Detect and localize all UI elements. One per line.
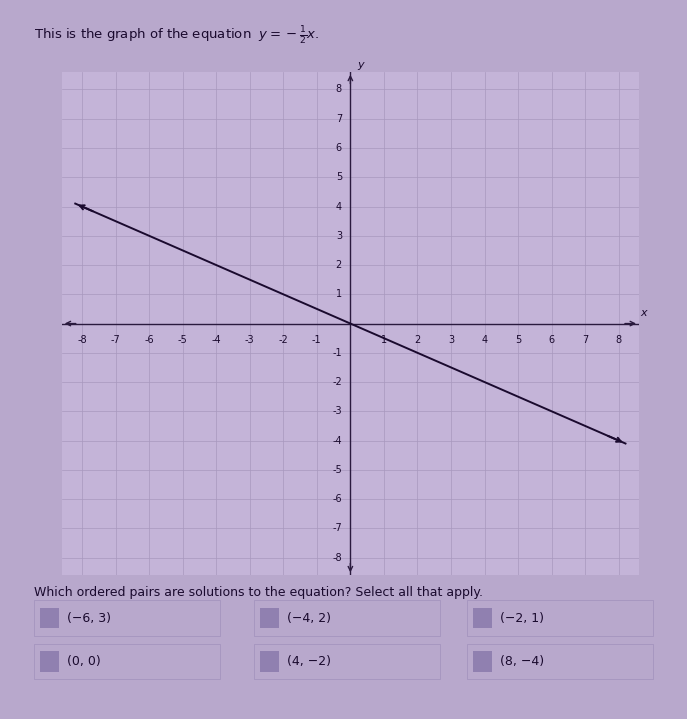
Text: 1: 1	[381, 335, 387, 345]
Text: This is the graph of the equation  $y = -\frac{1}{2}x$.: This is the graph of the equation $y = -…	[34, 25, 319, 47]
Text: y: y	[357, 60, 363, 70]
Text: x: x	[640, 308, 647, 318]
Text: 4: 4	[482, 335, 488, 345]
Text: -1: -1	[333, 348, 342, 358]
Text: -4: -4	[212, 335, 221, 345]
Text: 5: 5	[515, 335, 521, 345]
Text: (4, −2): (4, −2)	[287, 655, 331, 668]
Text: Which ordered pairs are solutions to the equation? Select all that apply.: Which ordered pairs are solutions to the…	[34, 586, 484, 599]
Text: 3: 3	[448, 335, 454, 345]
Text: -2: -2	[278, 335, 288, 345]
Text: 7: 7	[336, 114, 342, 124]
Text: (−6, 3): (−6, 3)	[67, 612, 111, 625]
Text: 1: 1	[336, 289, 342, 299]
Text: 2: 2	[414, 335, 420, 345]
Text: 2: 2	[336, 260, 342, 270]
Text: -5: -5	[178, 335, 188, 345]
Text: -8: -8	[77, 335, 87, 345]
Text: 8: 8	[336, 84, 342, 94]
Text: (8, −4): (8, −4)	[500, 655, 544, 668]
Text: 6: 6	[336, 143, 342, 153]
Text: -1: -1	[312, 335, 322, 345]
Text: -4: -4	[333, 436, 342, 446]
Text: 8: 8	[616, 335, 622, 345]
Text: 4: 4	[336, 201, 342, 211]
Text: 3: 3	[336, 231, 342, 241]
Text: 5: 5	[336, 173, 342, 182]
Text: -2: -2	[333, 377, 342, 387]
Text: -6: -6	[144, 335, 154, 345]
Text: 7: 7	[582, 335, 588, 345]
Text: -7: -7	[111, 335, 120, 345]
Text: -7: -7	[333, 523, 342, 533]
Text: 6: 6	[549, 335, 554, 345]
Text: -3: -3	[245, 335, 254, 345]
Text: (−4, 2): (−4, 2)	[287, 612, 331, 625]
Text: -5: -5	[333, 465, 342, 475]
Text: (0, 0): (0, 0)	[67, 655, 101, 668]
Text: -6: -6	[333, 494, 342, 504]
Text: (−2, 1): (−2, 1)	[500, 612, 544, 625]
Text: -3: -3	[333, 406, 342, 416]
Text: -8: -8	[333, 553, 342, 563]
